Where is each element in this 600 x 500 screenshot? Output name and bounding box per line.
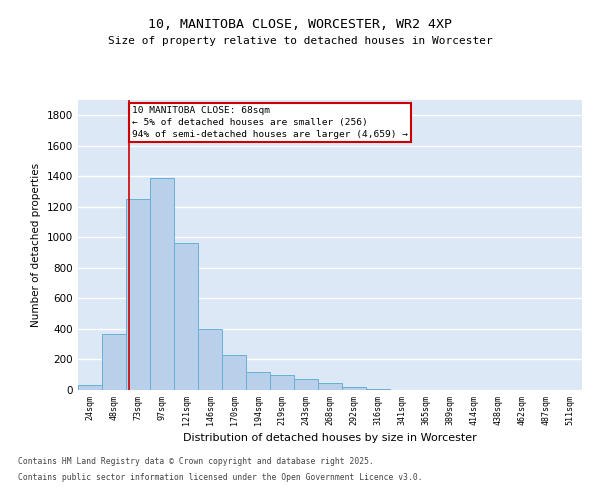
Text: Contains public sector information licensed under the Open Government Licence v3: Contains public sector information licen… [18,472,422,482]
Bar [294,378,318,390]
Text: 10 MANITOBA CLOSE: 68sqm
← 5% of detached houses are smaller (256)
94% of semi-d: 10 MANITOBA CLOSE: 68sqm ← 5% of detache… [132,106,408,138]
Bar [246,372,270,390]
Bar [78,386,102,390]
Text: 10, MANITOBA CLOSE, WORCESTER, WR2 4XP: 10, MANITOBA CLOSE, WORCESTER, WR2 4XP [148,18,452,30]
Bar [270,374,294,390]
Text: Size of property relative to detached houses in Worcester: Size of property relative to detached ho… [107,36,493,46]
X-axis label: Distribution of detached houses by size in Worcester: Distribution of detached houses by size … [183,433,477,443]
Bar [318,383,342,390]
Text: Contains HM Land Registry data © Crown copyright and database right 2025.: Contains HM Land Registry data © Crown c… [18,458,374,466]
Bar [102,334,126,390]
Bar [222,355,246,390]
Bar [126,199,150,390]
Bar [174,244,198,390]
Bar [342,387,366,390]
Y-axis label: Number of detached properties: Number of detached properties [31,163,41,327]
Bar [150,178,174,390]
Bar [198,329,222,390]
Bar [366,389,390,390]
